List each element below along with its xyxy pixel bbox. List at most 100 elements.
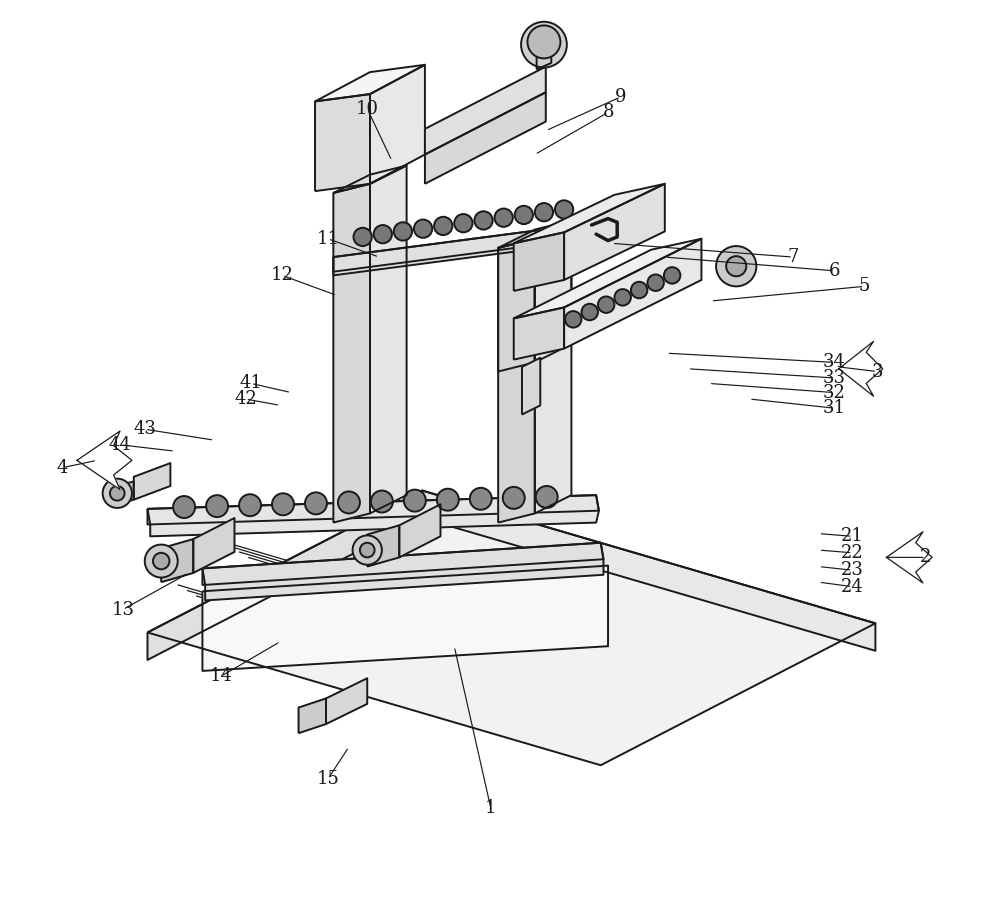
Polygon shape: [564, 238, 701, 348]
Circle shape: [404, 490, 426, 512]
Circle shape: [454, 214, 473, 232]
Polygon shape: [514, 238, 701, 318]
Polygon shape: [333, 222, 599, 275]
Polygon shape: [514, 307, 564, 359]
Polygon shape: [839, 341, 883, 396]
Polygon shape: [537, 45, 551, 70]
Circle shape: [503, 487, 525, 509]
Polygon shape: [514, 232, 564, 291]
Circle shape: [434, 216, 452, 235]
Polygon shape: [886, 532, 932, 583]
Polygon shape: [202, 543, 603, 601]
Polygon shape: [425, 93, 546, 183]
Polygon shape: [117, 481, 134, 504]
Circle shape: [474, 211, 493, 229]
Circle shape: [414, 219, 432, 238]
Text: 4: 4: [57, 458, 68, 477]
Text: 41: 41: [240, 374, 262, 392]
Text: 2: 2: [920, 548, 931, 567]
Circle shape: [614, 289, 631, 305]
Circle shape: [103, 479, 132, 508]
Text: 10: 10: [356, 100, 379, 117]
Polygon shape: [193, 518, 234, 573]
Text: 44: 44: [109, 436, 131, 454]
Text: 6: 6: [828, 261, 840, 280]
Circle shape: [153, 553, 169, 569]
Polygon shape: [315, 94, 370, 191]
Polygon shape: [326, 679, 367, 724]
Polygon shape: [514, 183, 665, 243]
Circle shape: [354, 227, 372, 246]
Polygon shape: [564, 183, 665, 280]
Circle shape: [360, 543, 375, 558]
Text: 32: 32: [823, 383, 846, 402]
Circle shape: [515, 205, 533, 224]
Text: 34: 34: [823, 353, 846, 371]
Circle shape: [726, 256, 746, 276]
Polygon shape: [299, 699, 326, 734]
Polygon shape: [77, 431, 132, 490]
Circle shape: [527, 26, 560, 59]
Polygon shape: [498, 238, 535, 371]
Circle shape: [338, 492, 360, 514]
Polygon shape: [202, 543, 603, 585]
Polygon shape: [498, 220, 571, 248]
Text: 7: 7: [787, 249, 799, 266]
Circle shape: [631, 282, 647, 298]
Circle shape: [371, 491, 393, 513]
Circle shape: [110, 486, 125, 501]
Text: 43: 43: [133, 420, 156, 438]
Circle shape: [145, 545, 178, 578]
Polygon shape: [147, 495, 599, 525]
Polygon shape: [333, 222, 599, 271]
Circle shape: [647, 274, 664, 291]
Text: 24: 24: [841, 578, 864, 596]
Text: 11: 11: [316, 230, 339, 248]
Polygon shape: [147, 491, 422, 660]
Text: 5: 5: [859, 277, 870, 295]
Circle shape: [305, 492, 327, 514]
Text: 15: 15: [316, 770, 339, 788]
Polygon shape: [147, 491, 875, 765]
Polygon shape: [161, 539, 193, 582]
Polygon shape: [202, 566, 608, 671]
Text: 12: 12: [271, 266, 294, 284]
Polygon shape: [333, 183, 370, 523]
Polygon shape: [367, 525, 399, 567]
Polygon shape: [134, 463, 170, 500]
Circle shape: [206, 495, 228, 517]
Text: 23: 23: [841, 561, 864, 580]
Circle shape: [374, 225, 392, 243]
Text: 33: 33: [823, 369, 846, 387]
Polygon shape: [498, 238, 535, 523]
Polygon shape: [315, 65, 425, 102]
Circle shape: [535, 203, 553, 221]
Circle shape: [394, 222, 412, 240]
Polygon shape: [535, 220, 571, 362]
Polygon shape: [333, 165, 407, 193]
Circle shape: [173, 496, 195, 518]
Circle shape: [565, 311, 581, 327]
Circle shape: [437, 489, 459, 511]
Circle shape: [716, 246, 756, 286]
Polygon shape: [422, 491, 875, 651]
Circle shape: [555, 200, 573, 218]
Text: 13: 13: [111, 601, 134, 619]
Text: 1: 1: [485, 800, 497, 817]
Polygon shape: [399, 504, 440, 558]
Polygon shape: [522, 358, 540, 414]
Polygon shape: [535, 220, 571, 514]
Polygon shape: [147, 495, 599, 536]
Circle shape: [272, 493, 294, 515]
Polygon shape: [370, 65, 425, 183]
Circle shape: [239, 494, 261, 516]
Circle shape: [664, 267, 680, 283]
Polygon shape: [370, 165, 407, 514]
Text: 14: 14: [209, 668, 232, 685]
Circle shape: [581, 304, 598, 320]
Text: 21: 21: [841, 527, 864, 546]
Text: 31: 31: [823, 399, 846, 417]
Polygon shape: [425, 67, 546, 155]
Text: 8: 8: [602, 104, 614, 121]
Circle shape: [521, 22, 567, 68]
